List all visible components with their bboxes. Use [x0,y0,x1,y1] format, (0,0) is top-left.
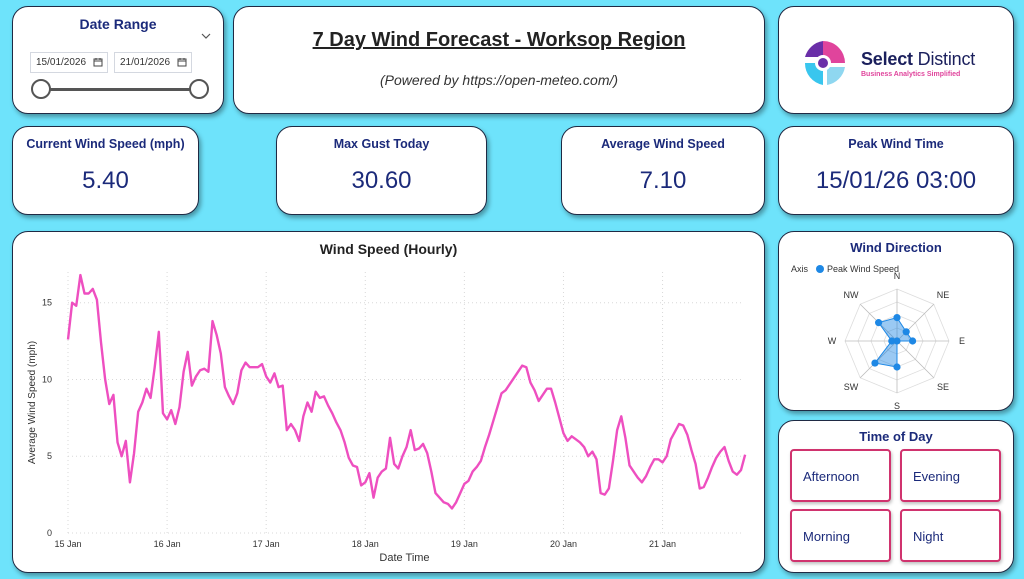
kpi-value: 30.60 [351,167,412,194]
x-axis-label: Date Time [379,552,429,564]
y-tick-label: 10 [42,374,52,384]
current-wind-speed-card: Current Wind Speed (mph) 5.40 [12,126,199,215]
logo-card: Select Distinct Business Analytics Simpl… [778,6,1014,114]
radar-point [909,337,917,345]
average-wind-speed-card: Average Wind Speed 7.10 [561,126,765,215]
end-date-value: 21/01/2026 [120,57,171,68]
x-tick-label: 19 Jan [451,539,478,549]
radar-axis-label: S [894,401,900,411]
date-slider-track[interactable] [41,88,199,91]
logo-name-rest: Distinct [912,49,976,69]
wind-speed-line-chart[interactable]: 0 5 10 15 15 Jan 16 Jan 17 Jan 18 Jan 19 Jan 20 J… [13,232,766,574]
logo-name-bold: Select [861,49,913,69]
radar-point [888,337,896,345]
kpi-label: Current Wind Speed (mph) [26,137,185,151]
radar-point [893,363,901,371]
calendar-icon [177,58,187,67]
date-slider-end-handle[interactable] [189,79,209,99]
legend-axis-label: Axis [791,264,809,274]
title-card: 7 Day Wind Forecast - Worksop Region (Po… [233,6,765,114]
kpi-value: 5.40 [82,167,129,194]
time-of-day-title: Time of Day [859,429,933,444]
legend-series-label: Peak Wind Speed [827,264,900,274]
radar-title: Wind Direction [850,240,942,255]
kpi-value: 7.10 [639,167,687,194]
date-range-title: Date Range [79,16,157,32]
end-date-input[interactable]: 21/01/2026 [114,52,192,73]
time-of-day-evening-button[interactable]: Evening [900,449,1001,502]
time-of-day-slicer: Time of Day Afternoon Evening Morning Ni… [778,420,1014,573]
radar-axis-label: E [959,336,965,346]
start-date-input[interactable]: 15/01/2026 [30,52,108,73]
radar-axis-label: W [828,336,837,346]
logo-name: Select Distinct [861,49,975,70]
radar-point [893,337,901,345]
radar-axis-label: NW [844,290,859,300]
y-tick-label: 5 [47,451,52,461]
radar-point [902,328,910,336]
wind-direction-card: N NE E SE S SW W NW Wind Direction Axis Peak Win… [778,231,1014,411]
y-tick-label: 0 [47,528,52,538]
x-tick-label: 21 Jan [649,539,676,549]
time-of-day-afternoon-button[interactable]: Afternoon [790,449,891,502]
radar-point [875,319,883,327]
radar-spoke [896,340,935,379]
x-tick-label: 15 Jan [54,539,81,549]
x-tick-label: 18 Jan [352,539,379,549]
select-distinct-logo-icon [804,41,845,85]
date-slider-start-handle[interactable] [31,79,51,99]
time-of-day-morning-button[interactable]: Morning [790,509,891,562]
chevron-down-icon[interactable] [201,31,211,41]
page-title: 7 Day Wind Forecast - Worksop Region [312,29,686,51]
radar-axis-label: SE [937,382,949,392]
start-date-value: 15/01/2026 [36,57,87,68]
kpi-label: Max Gust Today [333,137,430,151]
radar-axis-label: NE [937,290,950,300]
radar-point [871,359,879,367]
time-of-day-night-button[interactable]: Night [900,509,1001,562]
y-tick-label: 15 [42,298,52,308]
radar-spoke [896,303,935,342]
radar-axis-label: N [894,271,901,281]
radar-legend: Axis Peak Wind Speed [791,264,899,274]
kpi-label: Average Wind Speed [601,137,725,151]
kpi-value: 15/01/26 03:00 [815,167,977,194]
wind-direction-radar-chart[interactable]: N NE E SE S SW W NW [779,232,1015,412]
kpi-label: Peak Wind Time [848,137,944,151]
x-tick-label: 20 Jan [550,539,577,549]
x-tick-label: 17 Jan [253,539,280,549]
x-tick-label: 16 Jan [154,539,181,549]
page-subtitle: (Powered by https://open-meteo.com/) [379,72,619,88]
y-axis-label: Average Wind Speed (mph) [27,341,38,464]
radar-spoke [859,340,898,379]
max-gust-card: Max Gust Today 30.60 [276,126,487,215]
peak-wind-time-card: Peak Wind Time 15/01/26 03:00 [778,126,1014,215]
wind-speed-series-line [66,273,747,510]
wind-speed-chart-card: 0 5 10 15 15 Jan 16 Jan 17 Jan 18 Jan 19 Jan 20 J… [12,231,765,573]
chart-title: Wind Speed (Hourly) [319,241,458,257]
logo-tagline: Business Analytics Simplified [861,71,961,78]
radar-axis-label: SW [844,382,859,392]
radar-point [893,314,901,322]
date-range-slicer: Date Range 15/01/2026 21/01/2026 [12,6,224,114]
legend-dot-icon [816,265,825,273]
calendar-icon [93,58,103,67]
